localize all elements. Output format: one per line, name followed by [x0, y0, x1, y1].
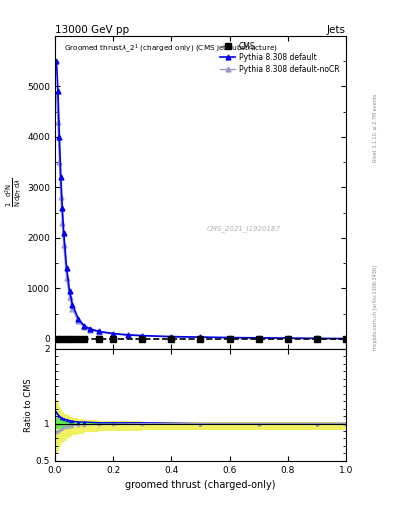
Y-axis label: Ratio to CMS: Ratio to CMS: [24, 378, 33, 432]
Pythia 8.308 default-noCR: [140, 333, 145, 339]
Pythia 8.308 default: [125, 332, 130, 338]
Pythia 8.308 default: [314, 335, 319, 342]
Pythia 8.308 default-noCR: [76, 318, 81, 324]
CMS: [70, 336, 75, 342]
Pythia 8.308 default: [285, 335, 290, 341]
Pythia 8.308 default: [55, 89, 60, 95]
CMS: [169, 336, 174, 342]
Pythia 8.308 default: [70, 302, 75, 308]
Pythia 8.308 default-noCR: [64, 275, 69, 281]
Pythia 8.308 default-noCR: [57, 159, 62, 165]
Pythia 8.308 default: [227, 334, 232, 340]
Pythia 8.308 default: [61, 230, 66, 236]
CMS: [82, 336, 86, 342]
CMS: [140, 336, 145, 342]
CMS: [96, 336, 101, 342]
Pythia 8.308 default: [343, 335, 348, 342]
Text: mcplots.cern.ch [arXiv:1306.3436]: mcplots.cern.ch [arXiv:1306.3436]: [373, 265, 378, 350]
Pythia 8.308 default-noCR: [61, 242, 66, 248]
Pythia 8.308 default-noCR: [285, 335, 290, 342]
Text: Rivet 3.1.10, ≥ 2.7M events: Rivet 3.1.10, ≥ 2.7M events: [373, 94, 378, 162]
Pythia 8.308 default: [76, 315, 81, 322]
Pythia 8.308 default: [96, 328, 101, 334]
Pythia 8.308 default: [169, 333, 174, 339]
Pythia 8.308 default: [111, 330, 116, 336]
Pythia 8.308 default: [198, 334, 203, 340]
Pythia 8.308 default-noCR: [169, 334, 174, 340]
CMS: [59, 336, 63, 342]
Pythia 8.308 default-noCR: [343, 335, 348, 342]
Text: 13000 GeV pp: 13000 GeV pp: [55, 25, 129, 35]
CMS: [227, 336, 232, 342]
Pythia 8.308 default-noCR: [198, 334, 203, 340]
Pythia 8.308 default: [140, 332, 145, 338]
CMS: [198, 336, 203, 342]
CMS: [285, 336, 290, 342]
CMS: [64, 336, 69, 342]
Pythia 8.308 default-noCR: [314, 335, 319, 342]
Pythia 8.308 default-noCR: [96, 329, 101, 335]
Pythia 8.308 default: [54, 58, 59, 64]
Pythia 8.308 default: [60, 204, 64, 210]
CMS: [343, 336, 348, 342]
Pythia 8.308 default-noCR: [55, 119, 60, 125]
Pythia 8.308 default: [59, 174, 63, 180]
Pythia 8.308 default-noCR: [59, 195, 63, 201]
Pythia 8.308 default-noCR: [60, 220, 64, 226]
CMS: [314, 336, 319, 342]
Pythia 8.308 default-noCR: [88, 327, 92, 333]
Text: Jets: Jets: [327, 25, 346, 35]
Pythia 8.308 default: [57, 134, 62, 140]
Text: Groomed thrust$\lambda\_2^1$ (charged only) (CMS jet substructure): Groomed thrust$\lambda\_2^1$ (charged on…: [64, 42, 278, 55]
Pythia 8.308 default-noCR: [256, 335, 261, 341]
Line: Pythia 8.308 default-noCR: Pythia 8.308 default-noCR: [54, 94, 348, 341]
Pythia 8.308 default-noCR: [54, 93, 59, 99]
Pythia 8.308 default-noCR: [227, 335, 232, 341]
CMS: [111, 336, 116, 342]
Text: CMS_2021_I1920187: CMS_2021_I1920187: [206, 225, 280, 232]
Pythia 8.308 default: [256, 335, 261, 341]
Y-axis label: $\frac{1}{\mathrm{N}}\frac{\mathrm{d}^2\mathrm{N}}{\mathrm{d}p_\mathrm{T}\,\math: $\frac{1}{\mathrm{N}}\frac{\mathrm{d}^2\…: [4, 178, 24, 207]
Pythia 8.308 default: [82, 323, 86, 329]
Pythia 8.308 default-noCR: [70, 306, 75, 312]
Line: Pythia 8.308 default: Pythia 8.308 default: [54, 59, 348, 341]
Pythia 8.308 default: [88, 326, 92, 332]
CMS: [54, 336, 59, 342]
Pythia 8.308 default-noCR: [125, 332, 130, 338]
Pythia 8.308 default-noCR: [67, 294, 72, 301]
Pythia 8.308 default-noCR: [111, 331, 116, 337]
CMS: [256, 336, 261, 342]
CMS: [76, 336, 81, 342]
Pythia 8.308 default: [64, 265, 69, 271]
Pythia 8.308 default: [67, 288, 72, 294]
Legend: CMS, Pythia 8.308 default, Pythia 8.308 default-noCR: CMS, Pythia 8.308 default, Pythia 8.308 …: [218, 39, 342, 76]
X-axis label: groomed thrust (charged-only): groomed thrust (charged-only): [125, 480, 275, 490]
Pythia 8.308 default-noCR: [82, 324, 86, 330]
Line: CMS: CMS: [54, 336, 349, 342]
